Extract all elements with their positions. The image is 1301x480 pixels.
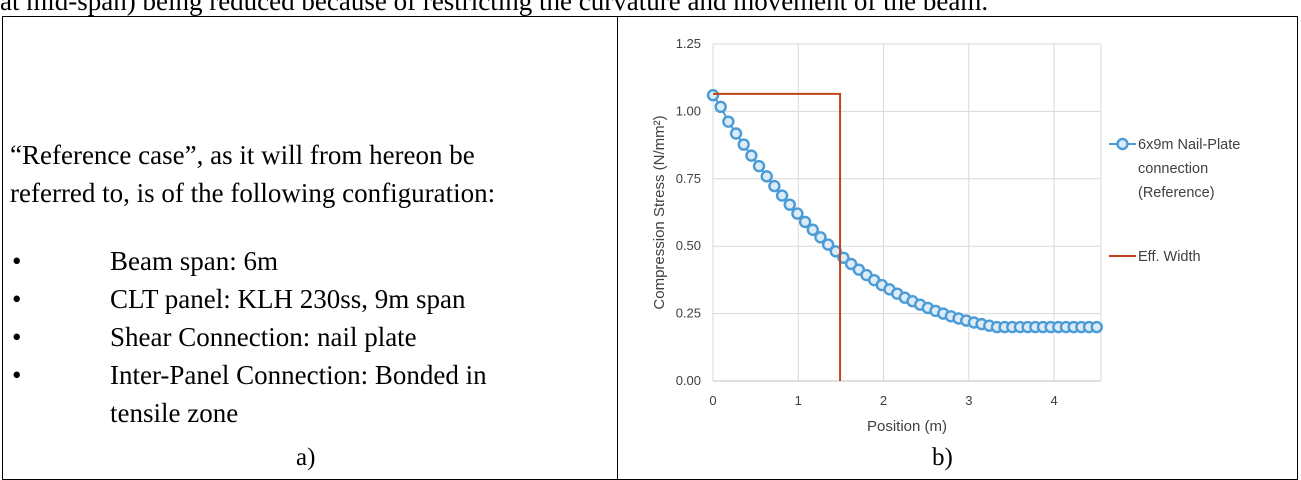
- compression-stress-chart: 0.00 0.25 0.50 0.75 1.00 1.25 0 1 2 3 4 Position (m…: [651, 36, 1240, 435]
- x-tick-label: 2: [880, 393, 887, 408]
- list-item: • Inter-Panel Connection: Bonded in: [12, 356, 487, 394]
- data-point: [714, 100, 727, 114]
- list-item: • CLT panel: KLH 230ss, 9m span: [12, 280, 487, 318]
- x-tick-label: 1: [795, 393, 802, 408]
- data-point: [821, 238, 835, 251]
- x-tick-label: 4: [1050, 393, 1057, 408]
- x-tick-label: 3: [965, 393, 972, 408]
- legend-label: connection: [1138, 161, 1208, 177]
- list-item: • Beam span: 6m: [12, 242, 487, 280]
- bullet-icon: •: [12, 360, 22, 390]
- series-line: [713, 92, 842, 381]
- y-axis-title: Compression Stress (N/mm²): [651, 115, 668, 309]
- bullet-text: Inter-Panel Connection: Bonded in: [110, 360, 487, 390]
- bullet-icon: •: [12, 284, 22, 314]
- x-tick-label: 0: [709, 393, 716, 408]
- bullet-icon: •: [12, 322, 22, 352]
- bullet-text: Shear Connection: nail plate: [110, 322, 417, 352]
- data-point: [722, 115, 735, 128]
- legend-swatch-marker: [1116, 137, 1129, 151]
- panel-b-label: b): [932, 444, 953, 471]
- data-point: [1090, 320, 1103, 334]
- data-point: [760, 170, 773, 183]
- x-axis-title: Position (m): [867, 418, 947, 435]
- y-tick-label: 0.75: [676, 171, 701, 186]
- data-point: [745, 149, 758, 162]
- data-point: [729, 127, 743, 140]
- panel-divider: [617, 16, 618, 479]
- y-tick-label: 0.25: [676, 306, 701, 321]
- data-point: [768, 179, 781, 193]
- configuration-list: • Beam span: 6m • CLT panel: KLH 230ss, 9m…: [12, 242, 487, 432]
- bullet-icon: •: [12, 246, 22, 276]
- panel-a-label: a): [296, 444, 316, 471]
- data-point: [737, 138, 750, 151]
- bullet-text: Beam span: 6m: [110, 246, 278, 276]
- legend-label: (Reference): [1138, 185, 1215, 201]
- data-point: [798, 215, 812, 229]
- y-tick-label: 1.00: [676, 103, 701, 118]
- bullet-text-continued: tensile zone: [110, 398, 239, 428]
- list-item: • Shear Connection: nail plate: [12, 318, 487, 356]
- preceding-text-line: at mid-span) being reduced because of re…: [0, 0, 989, 16]
- data-point: [752, 159, 766, 173]
- y-tick-label: 0.00: [676, 373, 701, 388]
- list-item-continuation: tensile zone: [100, 394, 487, 432]
- data-point: [783, 198, 796, 211]
- reference-case-description: “Reference case”, as it will from hereon…: [10, 136, 495, 212]
- data-point: [806, 223, 819, 236]
- y-tick-label: 1.25: [676, 36, 701, 51]
- legend-label: Eff. Width: [1138, 249, 1201, 265]
- y-tick-label: 0.50: [676, 238, 701, 253]
- intro-line-2: referred to, is of the following configu…: [10, 178, 496, 208]
- data-point: [706, 89, 720, 102]
- data-point: [775, 189, 789, 202]
- bullet-text: CLT panel: KLH 230ss, 9m span: [110, 284, 466, 314]
- data-point: [791, 207, 804, 220]
- intro-line-1: “Reference case”, as it will from hereon…: [10, 140, 475, 170]
- legend-label: 6x9m Nail-Plate: [1138, 137, 1240, 153]
- data-point: [814, 231, 827, 244]
